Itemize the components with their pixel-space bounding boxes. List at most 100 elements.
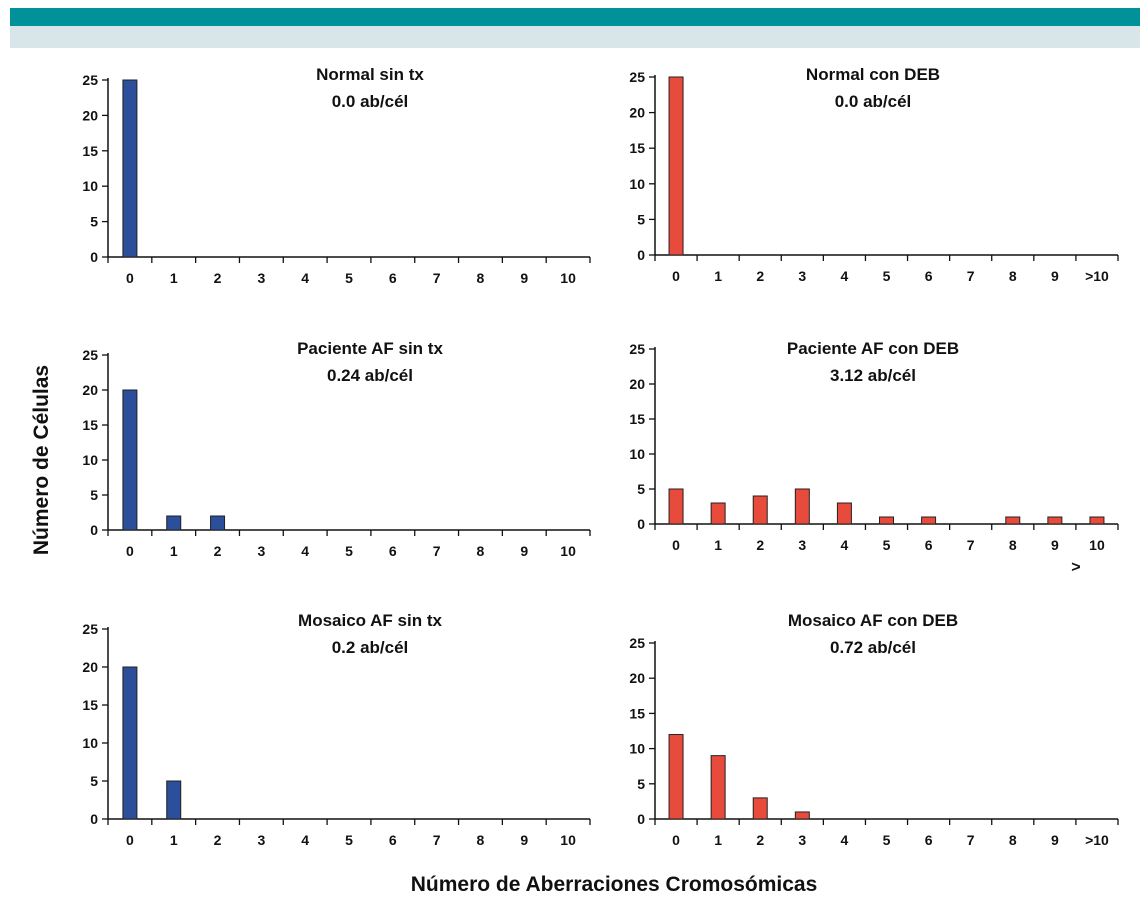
chart-3-x-tick-label: 2 xyxy=(214,543,222,559)
chart-1-x-tick-label: 6 xyxy=(389,270,397,286)
chart-5-y-tick-label: 15 xyxy=(82,697,98,713)
chart-5-title: Mosaico AF sin tx xyxy=(298,611,442,630)
chart-5-x-tick-label: 2 xyxy=(214,832,222,848)
chart-1-x-tick-label: 0 xyxy=(126,270,134,286)
chart-4-y-tick-label: 0 xyxy=(637,516,645,532)
chart-3-x-tick-label: 1 xyxy=(170,543,178,559)
chart-1-y-tick-label: 20 xyxy=(82,107,98,123)
chart-3-x-tick-label: 9 xyxy=(520,543,528,559)
chart-6-bar xyxy=(710,755,726,820)
chart-1-x-tick-label: 7 xyxy=(433,270,441,286)
chart-1-x-tick-label: 10 xyxy=(560,270,576,286)
chart-6-x-tick-label: 2 xyxy=(756,832,764,848)
chart-2-x-tick-label: 7 xyxy=(967,268,975,284)
chart-5-x-tick-label: 8 xyxy=(477,832,485,848)
chart-2-y-tick-label: 10 xyxy=(629,176,645,192)
chart-5-y-tick-label: 25 xyxy=(82,621,98,637)
chart-5-bar xyxy=(166,780,182,820)
chart-3-subtitle: 0.24 ab/cél xyxy=(327,366,413,385)
chart-4-x-tick-label: 5 xyxy=(883,537,891,553)
chart-6-x-tick-label: 3 xyxy=(798,832,806,848)
chart-4-x-tick-label: 2 xyxy=(756,537,764,553)
chart-6-title: Mosaico AF con DEB xyxy=(788,611,958,630)
chart-1-x-tick-label: 8 xyxy=(477,270,485,286)
chart-4-bar xyxy=(752,495,768,525)
chart-5-x-tick-label: 9 xyxy=(520,832,528,848)
chart-6-x-tick-label: 5 xyxy=(883,832,891,848)
chart-4-annotation: > xyxy=(1071,559,1080,576)
chart-5-x-tick-label: 6 xyxy=(389,832,397,848)
chart-1-y-tick-label: 10 xyxy=(82,178,98,194)
chart-3-bar xyxy=(210,515,226,531)
chart-2-x-tick-label: 6 xyxy=(925,268,933,284)
chart-4-bar xyxy=(1005,516,1021,525)
chart-6-y-tick-label: 10 xyxy=(629,741,645,757)
chart-4-x-tick-label: 9 xyxy=(1051,537,1059,553)
header-band xyxy=(10,8,1140,26)
chart-3-bar xyxy=(122,389,138,531)
chart-6-bar xyxy=(668,734,684,820)
chart-4-y-tick-label: 5 xyxy=(637,481,645,497)
chart-2-y-tick-label: 15 xyxy=(629,140,645,156)
chart-4-bar xyxy=(921,516,937,525)
chart-2-x-tick-label: 9 xyxy=(1051,268,1059,284)
chart-2-x-tick-label: 0 xyxy=(672,268,680,284)
chart-3-y-tick-label: 20 xyxy=(82,382,98,398)
chart-4-subtitle: 3.12 ab/cél xyxy=(830,366,916,385)
chart-2-x-tick-label: 8 xyxy=(1009,268,1017,284)
chart-4-bar xyxy=(1047,516,1063,525)
chart-4-bar xyxy=(710,502,726,525)
chart-4-x-tick-label: 10 xyxy=(1089,537,1105,553)
chart-5-x-tick-label: 0 xyxy=(126,832,134,848)
chart-2-y-tick-label: 20 xyxy=(629,105,645,121)
chart-1-y-tick-label: 5 xyxy=(90,214,98,230)
chart-2-y-tick-label: 5 xyxy=(637,211,645,227)
chart-1-y-tick-label: 0 xyxy=(90,249,98,265)
chart-5-y-tick-label: 0 xyxy=(90,811,98,827)
chart-1-title: Normal sin tx xyxy=(316,65,424,84)
chart-6-y-tick-label: 25 xyxy=(629,635,645,651)
chart-3-x-tick-label: 10 xyxy=(560,543,576,559)
chart-6-bar xyxy=(794,811,810,820)
chart-3-y-tick-label: 5 xyxy=(90,487,98,503)
chart-2-bar xyxy=(668,76,684,256)
chart-3-y-tick-label: 10 xyxy=(82,452,98,468)
chart-6-x-tick-label: 0 xyxy=(672,832,680,848)
chart-1-x-tick-label: 4 xyxy=(301,270,309,286)
chart-1-x-tick-label: 1 xyxy=(170,270,178,286)
chart-6-y-tick-label: 15 xyxy=(629,705,645,721)
chart-1-y-tick-label: 15 xyxy=(82,143,98,159)
chart-1-x-tick-label: 3 xyxy=(257,270,265,286)
chart-4-x-tick-label: 8 xyxy=(1009,537,1017,553)
chart-2-x-tick-label: 2 xyxy=(756,268,764,284)
chart-4-x-tick-label: 6 xyxy=(925,537,933,553)
chart-5-x-tick-label: 4 xyxy=(301,832,309,848)
chart-2-x-tick-label: 1 xyxy=(714,268,722,284)
chart-4-bar xyxy=(668,488,684,525)
chart-4-x-tick-label: 3 xyxy=(798,537,806,553)
chart-2-y-tick-label: 0 xyxy=(637,247,645,263)
chart-2-x-tick-label: 3 xyxy=(798,268,806,284)
chart-3-y-tick-label: 25 xyxy=(82,347,98,363)
chart-4-x-tick-label: 4 xyxy=(841,537,849,553)
chart-4-bar xyxy=(1089,516,1105,525)
chart-3-x-tick-label: 4 xyxy=(301,543,309,559)
chart-4-x-tick-label: 7 xyxy=(967,537,975,553)
chart-6-y-tick-label: 0 xyxy=(637,811,645,827)
chart-6-y-tick-label: 5 xyxy=(637,776,645,792)
chart-4-y-tick-label: 10 xyxy=(629,446,645,462)
chart-4-y-tick-label: 15 xyxy=(629,411,645,427)
chart-5-y-tick-label: 10 xyxy=(82,735,98,751)
chart-6-bar xyxy=(752,797,768,820)
chart-6-x-tick-label: 7 xyxy=(967,832,975,848)
y-axis-title: Número de Células xyxy=(30,364,53,556)
chart-4-bar xyxy=(836,502,852,525)
chart-5-bar xyxy=(122,666,138,820)
chart-4-x-tick-label: 0 xyxy=(672,537,680,553)
chart-3-y-tick-label: 0 xyxy=(90,522,98,538)
chart-2-subtitle: 0.0 ab/cél xyxy=(835,92,912,111)
chart-3-x-tick-label: 6 xyxy=(389,543,397,559)
chart-4-bar xyxy=(794,488,810,525)
chart-5-subtitle: 0.2 ab/cél xyxy=(332,638,409,657)
